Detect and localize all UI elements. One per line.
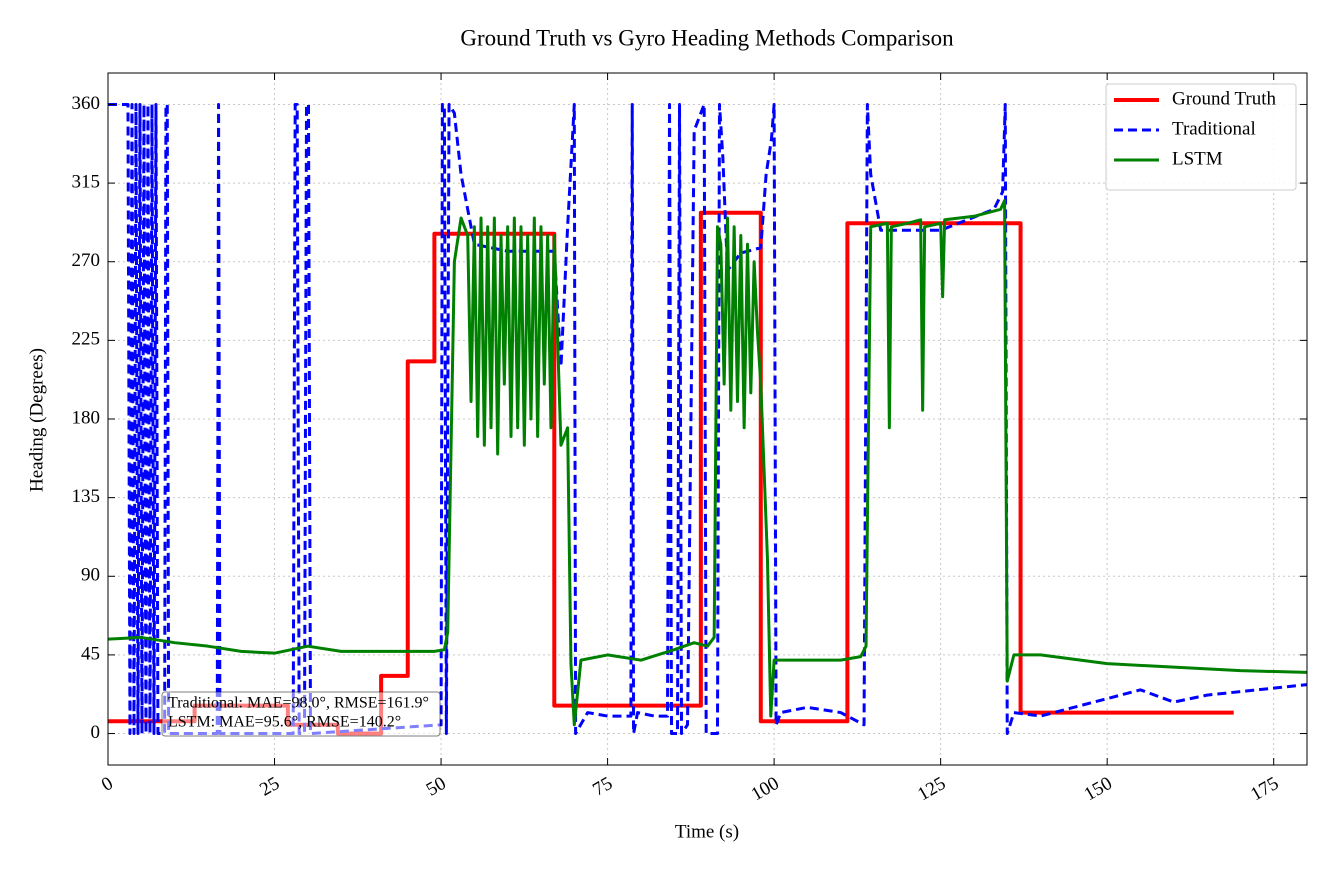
annotation-frame [161, 691, 441, 737]
x-tick-label: 100 [748, 773, 783, 805]
legend-label: Traditional [1172, 118, 1256, 139]
series-line [108, 199, 1307, 727]
legend: Ground Truth Traditional LSTM [1105, 83, 1297, 191]
y-tick-label: 180 [72, 407, 101, 428]
y-tick-label: 45 [81, 643, 100, 664]
x-tick-label: 125 [914, 773, 949, 805]
annotation: LSTM: MAE=95.6°, RMSE=140.2° [168, 714, 401, 731]
y-tick-label: 90 [81, 565, 100, 586]
x-tick-label: 150 [1081, 773, 1116, 805]
y-tick-label: 0 [91, 722, 101, 743]
x-axis-label: Time (s) [675, 821, 739, 842]
annotation-box: Traditional: MAE=98.0°, RMSE=161.9° LSTM… [161, 691, 441, 737]
y-tick-label: 270 [72, 250, 101, 271]
legend-label: LSTM [1172, 148, 1223, 169]
x-tick-label: 75 [589, 773, 616, 801]
x-tick-label: 0 [98, 773, 117, 796]
legend-label: Ground Truth [1172, 88, 1276, 109]
x-tick-label: 50 [423, 773, 450, 801]
x-tick-label: 175 [1247, 773, 1282, 805]
x-tick-label: 25 [256, 773, 283, 801]
y-axis-label: Heading (Degrees) [26, 348, 47, 492]
series-line [108, 102, 1307, 736]
chart-title: Ground Truth vs Gyro Heading Methods Com… [460, 25, 954, 50]
annotation: Traditional: MAE=98.0°, RMSE=161.9° [168, 695, 429, 712]
plot-lines [108, 102, 1307, 736]
y-tick-label: 135 [72, 486, 101, 507]
y-tick-label: 225 [72, 329, 101, 350]
legend-frame [1105, 83, 1297, 191]
y-tick-label: 360 [72, 93, 101, 114]
y-tick-label: 315 [72, 171, 101, 192]
